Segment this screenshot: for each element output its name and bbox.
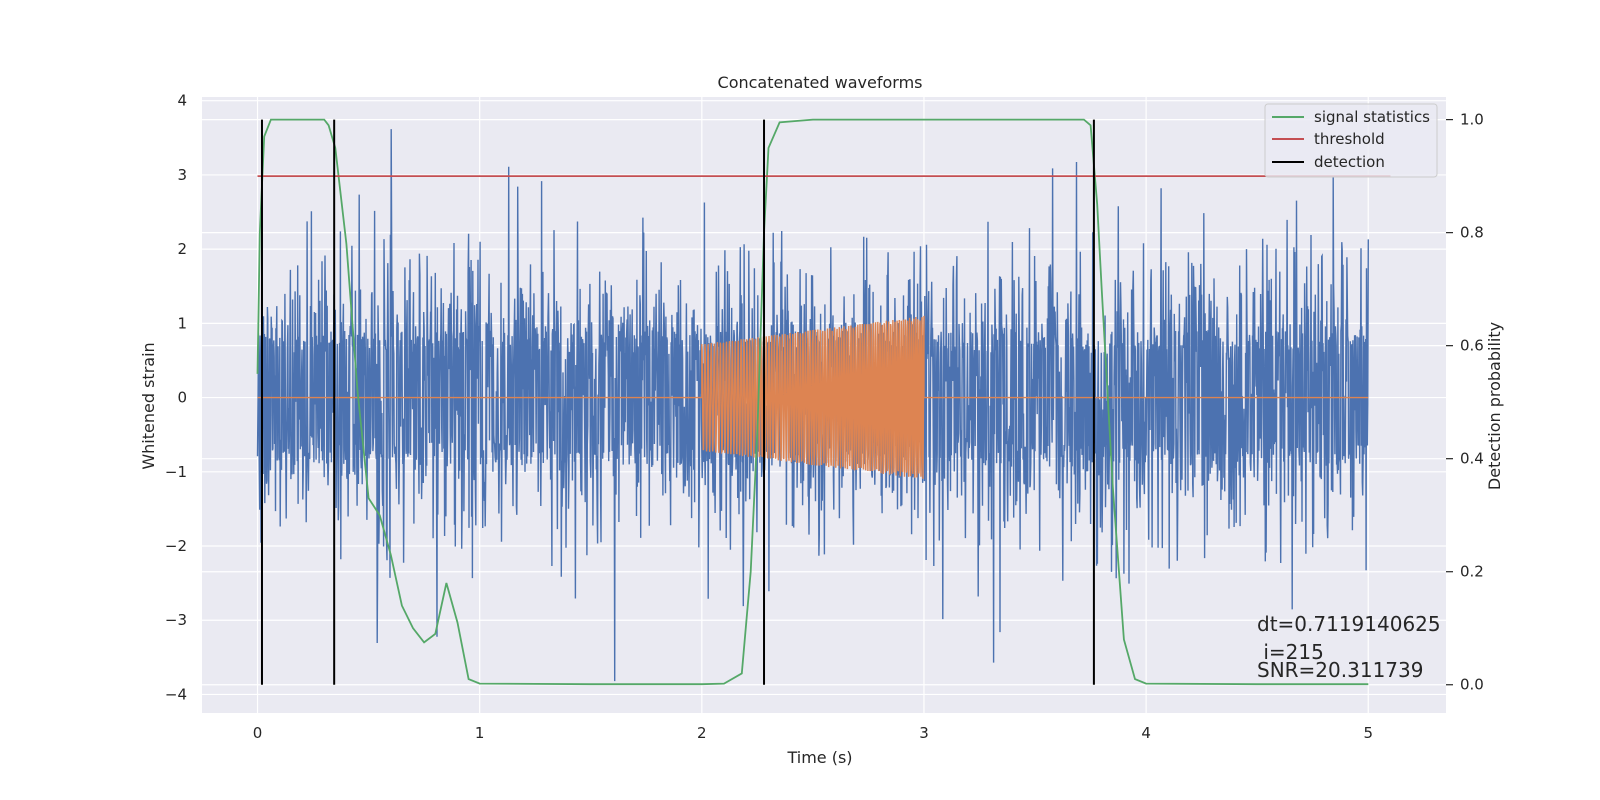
x-tick-label: 4	[1141, 724, 1151, 742]
annotation-index: i=215	[1257, 640, 1324, 664]
x-tick-label: 1	[475, 724, 485, 742]
plot-series	[256, 118, 1391, 686]
injected-signal-line	[257, 315, 1369, 479]
y-axis-right-label: Detection probability	[1485, 322, 1504, 490]
x-tick-label: 3	[919, 724, 929, 742]
legend-label-signal-statistics: signal statistics	[1314, 108, 1430, 126]
annotations: dt=0.7119140625 i=215 SNR=20.311739	[1257, 612, 1441, 682]
y-tick-label: 3	[177, 166, 187, 184]
x-axis-label: Time (s)	[786, 748, 852, 767]
y-right-tick-label: 0.4	[1460, 450, 1484, 468]
legend-label-detection: detection	[1314, 153, 1385, 171]
y-tick-label: 0	[177, 389, 187, 407]
signal-statistics-line	[256, 118, 1369, 686]
y-tick-label: 2	[177, 240, 187, 258]
y-right-tick-label: 1.0	[1460, 111, 1484, 129]
legend-label-threshold: threshold	[1314, 130, 1385, 148]
chart-title: Concatenated waveforms	[718, 73, 923, 92]
y-axis-label: Whitened strain	[139, 342, 158, 469]
annotation-dt: dt=0.7119140625	[1257, 612, 1441, 636]
y-tick-label: −1	[165, 463, 187, 481]
y-right-tick-label: 0.0	[1460, 676, 1484, 694]
x-tick-label: 0	[253, 724, 263, 742]
y-tick-label: −4	[165, 685, 187, 703]
annotation-snr: SNR=20.311739	[1257, 658, 1423, 682]
legend-box	[1264, 103, 1438, 178]
y-right-tick-label: 0.6	[1460, 337, 1484, 355]
y-tick-label: 1	[177, 314, 187, 332]
y-right-tick-label: 0.2	[1460, 563, 1484, 581]
x-tick-label: 5	[1363, 724, 1373, 742]
y-tick-label: −2	[165, 537, 187, 555]
legend: signal statistics threshold detection	[1264, 103, 1438, 178]
y-tick-label: 4	[177, 92, 187, 110]
y-tick-label: −3	[165, 611, 187, 629]
y-right-tick-label: 0.8	[1460, 224, 1484, 242]
x-tick-label: 2	[697, 724, 707, 742]
axes-ticks: 0 1 2 3 4 5 −4 −3 −2 −1 0 1 2 3 4 0.0 0.2 0.4 0.6 0.8 1.0	[165, 92, 1484, 742]
